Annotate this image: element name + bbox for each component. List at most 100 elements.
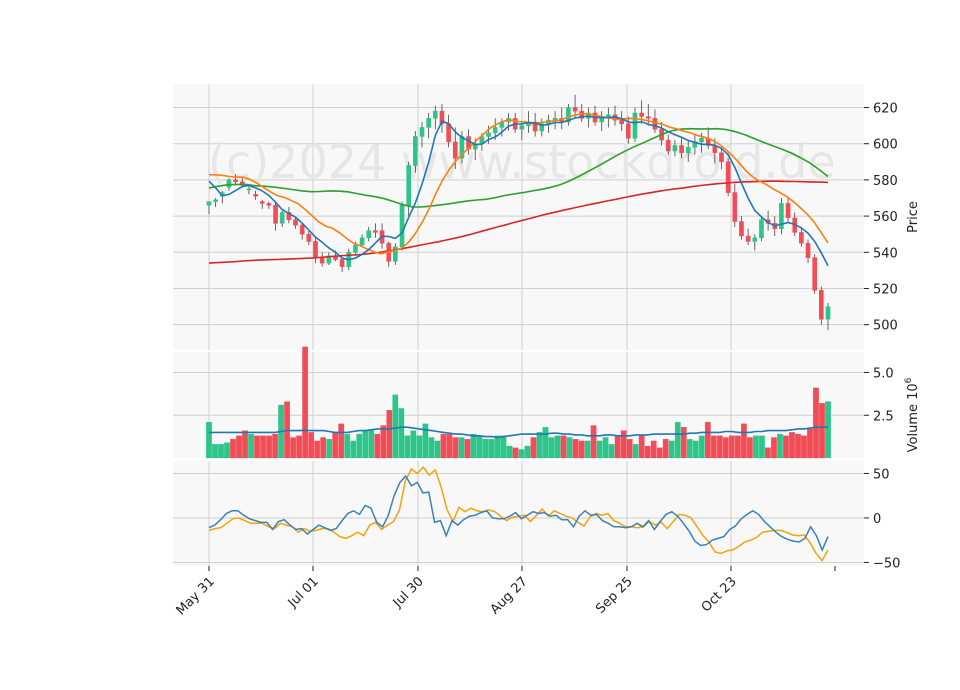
candle-body <box>606 114 611 117</box>
candle-body <box>213 199 218 202</box>
candle-body <box>279 212 285 224</box>
volume-bar <box>254 435 260 459</box>
volume-bar <box>813 387 819 459</box>
volume-bar <box>428 437 435 459</box>
candle-body <box>652 118 658 130</box>
volume-bar <box>608 444 615 459</box>
candle-down <box>253 190 258 200</box>
volume-bar <box>807 428 813 459</box>
candle-body <box>699 138 704 143</box>
candle-body <box>725 161 731 193</box>
volume-bar <box>819 403 825 459</box>
candle-body <box>273 204 278 224</box>
volume-bar <box>392 394 399 459</box>
moving-average-lines <box>208 112 829 267</box>
volume-bar <box>710 435 717 459</box>
candle-down <box>799 226 804 247</box>
volume-bar <box>458 437 465 459</box>
volume-bar <box>783 435 789 459</box>
candle-body <box>632 112 638 139</box>
candle-body <box>619 119 624 125</box>
volume-bar <box>795 433 801 459</box>
volume-bar <box>542 427 549 459</box>
candle-body <box>539 123 545 132</box>
candle-body <box>319 257 325 264</box>
volume-bar <box>464 439 471 459</box>
volume-bar <box>536 432 543 459</box>
candle-body <box>299 224 305 235</box>
candle-down <box>532 112 538 137</box>
volume-bar <box>446 433 453 459</box>
candle-body <box>812 257 818 291</box>
candle-body <box>226 179 232 188</box>
volume-bar <box>771 437 777 459</box>
candle-body <box>672 145 678 152</box>
volume-bar <box>777 433 783 459</box>
volume-bar <box>356 433 363 459</box>
volume-bar <box>248 433 254 459</box>
volume-bar <box>218 444 224 459</box>
candle-down <box>373 223 378 238</box>
candle-up <box>539 118 545 137</box>
candle-body <box>732 192 738 222</box>
candle-up <box>359 234 365 247</box>
candle-down <box>665 134 671 155</box>
ma-line-red <box>208 180 829 264</box>
candle-down <box>306 230 312 246</box>
candle-up <box>632 107 638 142</box>
candle-down <box>645 103 651 126</box>
volume-bar <box>566 437 573 459</box>
candle-up <box>213 198 218 208</box>
candle-body <box>486 132 491 137</box>
candle-down <box>739 216 744 240</box>
volume-bar <box>440 433 447 459</box>
candle-up <box>279 210 285 227</box>
volume-bar <box>296 435 302 459</box>
volume-bar <box>302 346 309 459</box>
volume-bar <box>284 401 290 459</box>
volume-bar <box>698 435 705 459</box>
price-tick-label: 520 <box>873 282 898 297</box>
candle-body <box>452 141 458 159</box>
candle-up <box>672 140 678 157</box>
candle-body <box>825 306 831 320</box>
candle-up <box>566 103 571 126</box>
x-tick-label: Aug 27 <box>488 574 531 617</box>
candle-body <box>399 204 405 248</box>
candle-down <box>785 198 791 224</box>
volume-bar <box>680 427 687 459</box>
volume-bar <box>728 435 735 459</box>
volume-bar <box>380 425 387 459</box>
volume-bar <box>350 440 357 459</box>
candle-body <box>313 241 318 258</box>
price-tick-label: 580 <box>873 174 898 189</box>
volume-bars <box>206 346 831 459</box>
volume-bar <box>686 439 693 459</box>
candle-down <box>266 201 272 209</box>
candle-down <box>812 254 818 294</box>
candle-body <box>645 116 651 119</box>
volume-bar <box>470 433 477 459</box>
candle-body <box>266 203 272 206</box>
volume-bar <box>236 435 242 459</box>
volume-bar <box>212 444 218 459</box>
candle-body <box>366 230 372 239</box>
candle-body <box>246 188 252 191</box>
candle-body <box>413 136 418 166</box>
candle-body <box>785 203 791 219</box>
volume-bar <box>747 437 753 459</box>
volume-bar <box>662 439 669 459</box>
x-tick-label: Sep 25 <box>593 574 636 617</box>
candle-down <box>725 158 731 197</box>
candle-body <box>679 145 684 154</box>
volume-bar <box>524 445 531 459</box>
candle-body <box>779 203 784 230</box>
candle-body <box>566 107 571 123</box>
candle-down <box>299 223 305 240</box>
candle-down <box>679 138 684 159</box>
candle-down <box>719 147 724 170</box>
candle-down <box>439 103 445 133</box>
volume-ma-line <box>209 426 828 439</box>
volume-bar <box>584 440 591 459</box>
volume-bar <box>741 423 747 459</box>
